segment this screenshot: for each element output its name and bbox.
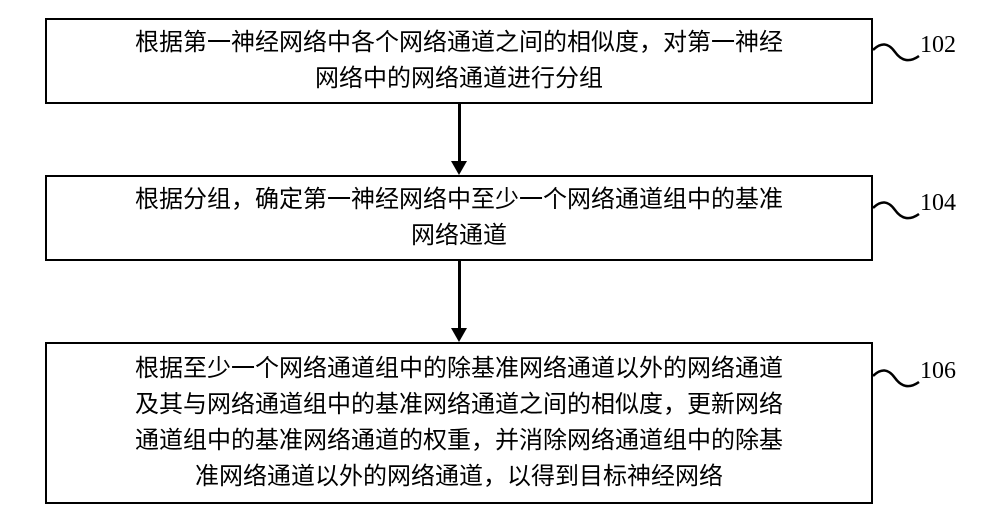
- ref-curve-3: [873, 364, 923, 404]
- ref-label-3: 106: [920, 358, 956, 385]
- ref-curve-2: [873, 196, 923, 236]
- ref-curve-1: [873, 38, 923, 78]
- flowchart-box-2: 根据分组，确定第一神经网络中至少一个网络通道组中的基准 网络通道: [45, 175, 873, 261]
- arrow-1-line: [458, 104, 461, 161]
- arrow-2-head: [451, 328, 467, 342]
- box-2-text: 根据分组，确定第一神经网络中至少一个网络通道组中的基准 网络通道: [135, 182, 783, 254]
- ref-label-2: 104: [920, 190, 956, 217]
- arrow-2-line: [458, 261, 461, 328]
- ref-label-1: 102: [920, 32, 956, 59]
- flowchart-box-3: 根据至少一个网络通道组中的除基准网络通道以外的网络通道 及其与网络通道组中的基准…: [45, 342, 873, 504]
- arrow-1-head: [451, 161, 467, 175]
- flowchart-box-1: 根据第一神经网络中各个网络通道之间的相似度，对第一神经 网络中的网络通道进行分组: [45, 18, 873, 104]
- box-1-text: 根据第一神经网络中各个网络通道之间的相似度，对第一神经 网络中的网络通道进行分组: [135, 25, 783, 97]
- flowchart-container: 根据第一神经网络中各个网络通道之间的相似度，对第一神经 网络中的网络通道进行分组…: [0, 0, 1000, 529]
- box-3-text: 根据至少一个网络通道组中的除基准网络通道以外的网络通道 及其与网络通道组中的基准…: [135, 351, 783, 495]
